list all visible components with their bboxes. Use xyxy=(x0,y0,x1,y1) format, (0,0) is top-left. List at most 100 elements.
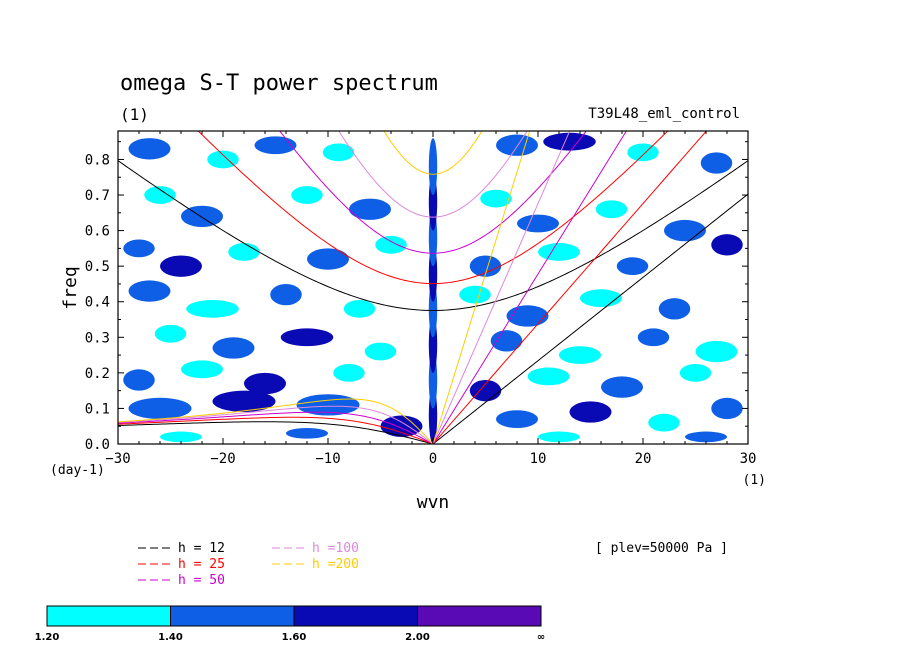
power-contour xyxy=(658,298,691,320)
gravity-curve xyxy=(383,131,483,175)
kelvin-curve xyxy=(432,131,627,444)
power-contour xyxy=(207,150,239,169)
y-tick-label: 0.1 xyxy=(85,401,110,417)
x-tick-label: 20 xyxy=(635,451,652,467)
power-contour xyxy=(128,138,171,160)
colorbar-label: 1.20 xyxy=(35,632,60,643)
power-contour xyxy=(664,219,706,242)
chart-title: omega S-T power spectrum xyxy=(120,71,438,96)
power-contour xyxy=(538,431,580,443)
power-contour xyxy=(128,280,171,302)
power-contour xyxy=(648,413,680,432)
power-contour xyxy=(480,189,512,208)
power-contour xyxy=(616,257,649,276)
power-contour xyxy=(627,143,659,162)
x-tick-label: 10 xyxy=(530,451,547,467)
rossby-curve xyxy=(118,421,434,444)
power-contour xyxy=(349,198,391,220)
dispersion-curves xyxy=(118,131,748,444)
power-contour xyxy=(580,289,622,308)
legend-label: h = 50 xyxy=(178,573,225,588)
rossby-curve xyxy=(118,398,434,444)
x-tick-label: −30 xyxy=(105,451,130,467)
y-tick-label: 0.5 xyxy=(85,259,110,275)
power-contour xyxy=(711,234,743,256)
legend-label: h =200 xyxy=(312,557,359,572)
legend-label: h = 12 xyxy=(178,541,225,556)
power-contour xyxy=(637,328,670,347)
power-contour xyxy=(333,363,365,382)
y-axis-title: freq xyxy=(60,266,81,309)
power-contour xyxy=(181,360,223,379)
rossby-curve xyxy=(118,405,434,444)
power-contour xyxy=(270,283,302,306)
power-contour xyxy=(711,397,743,420)
power-contour xyxy=(569,401,612,423)
power-contour xyxy=(307,248,349,270)
y-tick-label: 0.2 xyxy=(85,366,110,382)
power-contour xyxy=(496,134,538,156)
y-tick-label: 0.3 xyxy=(85,330,110,346)
rossby-curve xyxy=(118,416,434,444)
y-tick-label: 0.7 xyxy=(85,188,110,204)
power-contour xyxy=(506,305,549,327)
colorbar-swatch xyxy=(417,605,542,627)
colorbar-swatch xyxy=(46,605,171,627)
power-contour xyxy=(123,369,155,391)
x-tick-label: −20 xyxy=(210,451,235,467)
power-contour xyxy=(186,299,239,318)
power-contours xyxy=(123,132,743,444)
colorbar: 1.20 1.40 1.60 2.00 ∞ xyxy=(35,605,545,643)
power-contour xyxy=(679,363,712,382)
axes: −30 −20 −10 0 10 20 30 0.0 0.1 0.2 0.3 0.4 0.5 0.6 0.7… xyxy=(85,131,757,467)
power-contour xyxy=(160,431,202,443)
kelvin-curve xyxy=(432,193,748,444)
x-tick-label: 30 xyxy=(740,451,757,467)
power-contour xyxy=(517,214,559,233)
gravity-curve xyxy=(118,160,748,311)
power-contour xyxy=(490,330,523,352)
power-contour xyxy=(685,431,727,443)
power-contour xyxy=(154,324,187,343)
power-contour xyxy=(212,337,255,359)
power-contour xyxy=(286,427,328,439)
power-contour xyxy=(364,342,397,361)
power-contour xyxy=(559,346,601,364)
y-tick-label: 0.6 xyxy=(85,224,110,240)
colorbar-label: 1.40 xyxy=(158,632,183,643)
power-contour xyxy=(128,397,192,420)
y-tick-label: 0.8 xyxy=(85,152,110,168)
kelvin-curve xyxy=(432,131,708,444)
colorbar-swatch xyxy=(293,605,418,627)
kelvin-curve xyxy=(432,131,531,444)
gravity-curve xyxy=(197,131,669,285)
colorbar-label: 1.60 xyxy=(282,632,307,643)
power-contour xyxy=(700,152,733,174)
power-contour xyxy=(527,367,570,386)
colorbar-label: ∞ xyxy=(537,632,545,643)
power-contour xyxy=(695,340,738,363)
power-contour xyxy=(254,136,297,155)
y-unit-label: (day-1) xyxy=(50,463,105,478)
power-contour xyxy=(375,235,407,254)
power-contour xyxy=(469,255,502,277)
power-contour xyxy=(160,255,202,277)
power-contour xyxy=(244,372,286,395)
gravity-curve xyxy=(279,131,587,254)
gravity-curve xyxy=(338,131,528,218)
power-contour xyxy=(380,415,423,437)
power-contour xyxy=(428,138,438,196)
case-label: T39L48_eml_control xyxy=(588,106,740,122)
legend-label: h = 25 xyxy=(178,557,225,572)
power-contour xyxy=(144,186,176,204)
colorbar-swatch xyxy=(170,605,295,627)
power-contour xyxy=(322,143,355,162)
rossby-curve xyxy=(118,411,434,444)
power-contour xyxy=(291,186,323,204)
power-contour xyxy=(212,390,276,412)
power-contour xyxy=(343,299,376,318)
kelvin-curve xyxy=(432,131,571,444)
x-tick-label: −10 xyxy=(315,451,340,467)
